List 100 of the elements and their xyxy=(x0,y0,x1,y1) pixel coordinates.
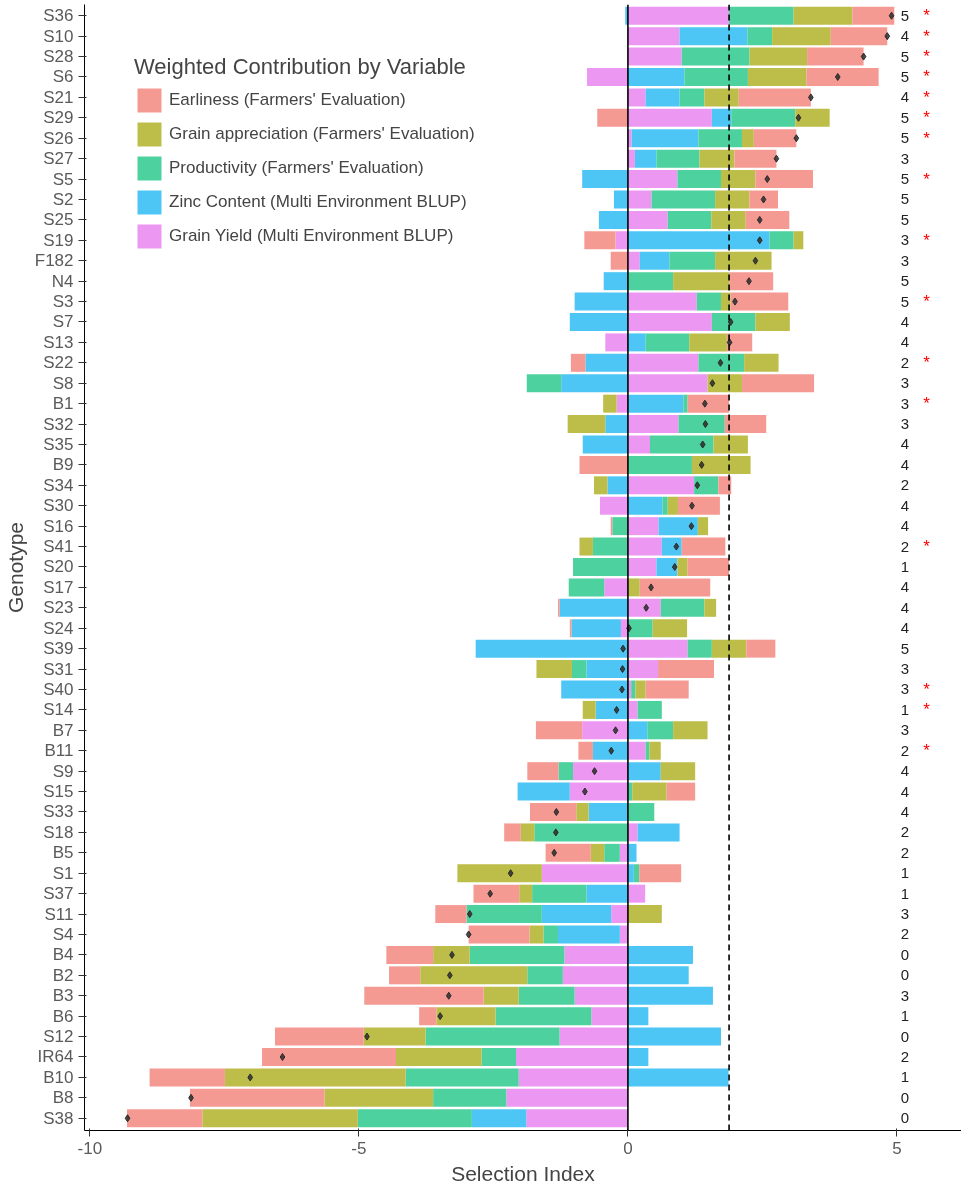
y-tick-label: B8 xyxy=(52,1088,74,1108)
annotation: 4 xyxy=(900,496,910,514)
y-tick-label: S19 xyxy=(43,230,74,250)
y-tick-label: B9 xyxy=(52,455,74,475)
legend-label: Grain appreciation (Farmers' Evaluation) xyxy=(169,123,475,145)
y-tick-label: S40 xyxy=(43,679,74,699)
y-tick-label: S30 xyxy=(43,496,74,516)
annotation: 3 xyxy=(900,721,910,739)
y-tick-label: S10 xyxy=(43,26,74,46)
annotation: 4 * xyxy=(900,87,931,107)
annotation: 3 xyxy=(900,660,910,678)
annotation: 4 xyxy=(900,517,910,535)
x-tick-label: -10 xyxy=(77,1138,103,1158)
y-tick-label: S6 xyxy=(52,67,74,87)
annotation: 4 xyxy=(900,312,910,330)
annotation: 5 xyxy=(900,210,910,228)
y-tick-label: S22 xyxy=(43,353,74,373)
annotation: 3 * xyxy=(900,230,931,250)
y-tick-label: S5 xyxy=(52,169,74,189)
y-tick-label: S34 xyxy=(43,475,74,495)
annotation: 0 xyxy=(900,1109,910,1127)
annotation: 1 xyxy=(900,1007,910,1025)
annotation: 5 * xyxy=(900,47,931,67)
annotation: 4 xyxy=(900,802,910,820)
y-tick-label: IR64 xyxy=(37,1047,74,1067)
y-tick-label: S21 xyxy=(43,87,74,107)
annotation: 3 xyxy=(900,415,910,433)
annotation: 5 xyxy=(900,639,910,657)
annotation: 0 xyxy=(900,966,910,984)
annotation: 4 xyxy=(900,762,910,780)
y-tick-label: S23 xyxy=(43,598,74,618)
annotation: 5 * xyxy=(900,292,931,312)
annotation: 5 * xyxy=(900,128,931,148)
annotation: 2 * xyxy=(900,537,931,557)
annotation: 3 xyxy=(900,374,910,392)
annotation: 2 xyxy=(900,1048,910,1065)
annotation: 5 * xyxy=(900,108,931,128)
y-tick-label: S2 xyxy=(52,189,74,209)
x-tick-label: 5 xyxy=(892,1138,902,1158)
y-tick-label: S15 xyxy=(43,782,74,802)
annotation: 4 * xyxy=(900,26,931,46)
y-tick-label: S16 xyxy=(43,516,74,536)
y-tick-label: B10 xyxy=(43,1067,74,1087)
y-tick-label: S7 xyxy=(52,312,74,332)
y-tick-label: S35 xyxy=(43,434,74,454)
y-tick-label: S32 xyxy=(43,414,74,434)
y-tick-label: S39 xyxy=(43,639,74,659)
annotation: 4 xyxy=(900,333,910,351)
annotation: 1 xyxy=(900,864,910,882)
y-tick-label: B11 xyxy=(44,741,74,761)
x-tick-label: -5 xyxy=(351,1138,367,1158)
y-tick-label: B2 xyxy=(52,965,74,985)
annotation: 5 * xyxy=(900,67,931,87)
y-tick-label: S26 xyxy=(43,128,74,148)
annotation: 2 * xyxy=(900,353,931,373)
x-axis-title: Selection Index xyxy=(451,1161,596,1185)
y-tick-label: S13 xyxy=(43,332,74,352)
y-tick-label: S33 xyxy=(43,802,74,822)
annotation: 2 xyxy=(900,843,910,861)
y-tick-label: S3 xyxy=(52,292,74,312)
annotation: 1 * xyxy=(900,700,931,720)
y-tick-label: S31 xyxy=(43,659,74,679)
y-tick-label: S11 xyxy=(44,904,74,924)
y-tick-label: S20 xyxy=(43,557,74,577)
annotation: 3 xyxy=(900,251,910,269)
y-tick-label: B1 xyxy=(52,394,74,414)
annotation: 0 xyxy=(900,1088,910,1106)
annotation: 2 xyxy=(900,476,910,494)
y-tick-label: B7 xyxy=(52,720,74,740)
y-tick-label: S4 xyxy=(52,925,74,944)
annotation: 1 xyxy=(900,1068,910,1086)
y-tick-label: S41 xyxy=(43,537,74,557)
y-tick-label: S29 xyxy=(43,108,74,128)
y-tick-label: B3 xyxy=(52,986,74,1006)
annotation: 5 * xyxy=(900,169,931,189)
legend-label: Productivity (Farmers' Evaluation) xyxy=(169,157,424,179)
annotation: 0 xyxy=(900,1027,910,1045)
y-tick-label: S8 xyxy=(52,373,74,393)
annotation: 3 * xyxy=(900,679,931,699)
y-axis-title: Genotype xyxy=(3,521,27,614)
annotation: 5 * xyxy=(900,6,931,26)
annotation: 5 xyxy=(900,190,910,208)
y-tick-label: S12 xyxy=(43,1027,74,1047)
annotation: 3 * xyxy=(900,394,931,414)
y-tick-label: S17 xyxy=(43,577,74,597)
y-tick-label: S37 xyxy=(43,884,74,904)
y-tick-label: S14 xyxy=(43,700,74,720)
annotation: 4 xyxy=(900,619,910,637)
y-tick-label: S24 xyxy=(43,618,74,638)
annotation: 4 xyxy=(900,455,910,473)
annotation: 1 xyxy=(900,557,910,575)
y-tick-label: B6 xyxy=(52,1006,74,1026)
y-tick-label: S27 xyxy=(43,149,74,169)
y-tick-label: S25 xyxy=(43,210,74,230)
y-tick-label: N4 xyxy=(51,271,74,291)
y-tick-label: B5 xyxy=(52,843,74,863)
y-tick-label: S28 xyxy=(43,47,74,67)
annotation: 3 xyxy=(900,986,910,1004)
legend-label: Earliness (Farmers' Evaluation) xyxy=(169,89,406,111)
annotation: 3 xyxy=(900,149,910,167)
